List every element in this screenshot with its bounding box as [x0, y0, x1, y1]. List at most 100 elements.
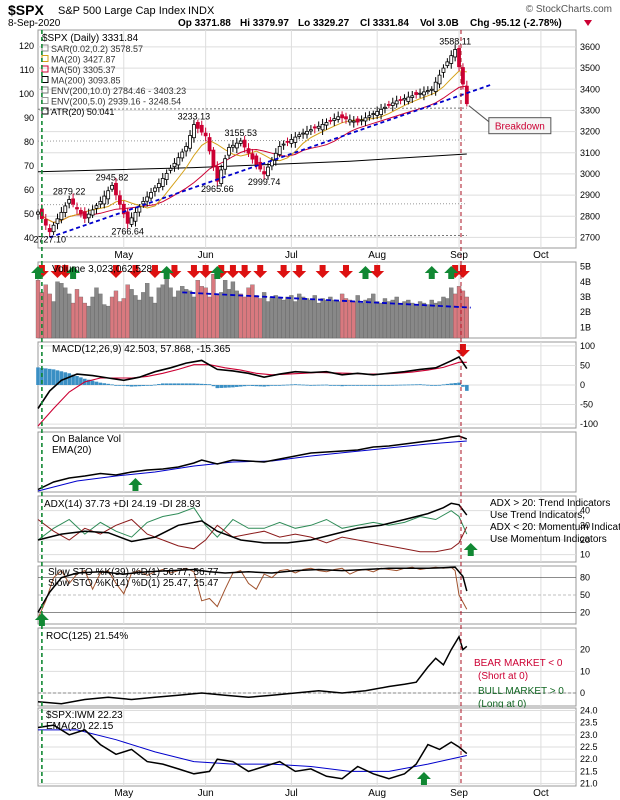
volume-bar	[137, 299, 142, 339]
macd-histogram-bar	[227, 385, 231, 388]
macd-histogram-bar	[289, 384, 294, 386]
macd-histogram-bar	[258, 385, 263, 387]
candle-body	[301, 132, 306, 135]
candle-body	[43, 219, 48, 226]
close-value: Cl 3331.84	[360, 18, 409, 29]
ratio-panel: 21.0 21.5 22.0 22.5 23.0 23.5 24.0 $SPX:IWM 22.…	[37, 705, 598, 789]
sell-signal-icon	[225, 265, 240, 278]
volume-bar	[242, 296, 247, 339]
macd-tick-label: 100	[580, 341, 595, 351]
month-label: Jul	[285, 788, 298, 799]
candle-body	[347, 119, 352, 123]
volume-bar	[35, 280, 41, 339]
roc-panel: 0 10 20 ROC(125) 21.54%	[37, 627, 590, 707]
sell-signal-icon	[338, 265, 353, 278]
candle-body	[308, 129, 313, 132]
macd-histogram-bar	[344, 385, 348, 386]
volume-trendline	[182, 291, 471, 309]
price-panel: 2700 2800 2900 3000 3100 3200 3300 3400 3500 3600…	[19, 29, 600, 249]
price-tick-label: 3100	[580, 148, 600, 158]
candle-body	[199, 124, 204, 133]
volume-bar	[90, 296, 95, 339]
macd-histogram-bar	[168, 383, 173, 385]
macd-histogram-bar	[387, 385, 391, 386]
macd-histogram-bar	[266, 385, 270, 387]
macd-histogram-bar	[309, 385, 313, 386]
volume-bar	[234, 290, 239, 339]
macd-histogram-bar	[351, 385, 356, 386]
volume-bar	[293, 301, 298, 339]
volume-bar	[254, 295, 259, 339]
sto14-line	[37, 566, 468, 619]
adx-panel: 10 20 30 40 ADX(14) 37.73 +DI 24.19 -DI 28.9…	[37, 495, 590, 563]
macd-histogram-bar	[250, 385, 255, 386]
macd-histogram-bar	[262, 385, 266, 387]
low-value: Lo 3329.27	[298, 18, 350, 29]
macd-histogram-bar	[457, 382, 461, 385]
macd-histogram-bar	[153, 384, 157, 386]
buy-signal-icon	[463, 543, 478, 556]
volume-bar	[297, 293, 302, 339]
volume-bar	[195, 280, 200, 339]
volume-bar	[312, 295, 317, 339]
candle-body	[351, 120, 356, 123]
candle-body	[422, 91, 426, 96]
candle-body	[441, 67, 446, 73]
sell-signal-icon	[108, 265, 123, 278]
macd-histogram-bar	[196, 383, 200, 385]
ratio-tick-label: 23.0	[580, 730, 598, 740]
bull-market-sub: (Long at 0)	[478, 699, 526, 710]
volume-bar	[238, 293, 243, 339]
macd-histogram-bar	[211, 385, 216, 387]
candle-body	[156, 183, 161, 189]
volume-bar	[390, 299, 395, 339]
macd-histogram-bar	[390, 384, 395, 386]
ratio-tick-label: 24.0	[580, 705, 598, 715]
volume-bar	[382, 298, 388, 339]
macd-histogram-bar	[297, 384, 302, 386]
sto-panel-frame	[37, 565, 577, 625]
candle-body	[270, 159, 274, 167]
macd-histogram-bar	[164, 383, 169, 385]
sell-signal-icon	[50, 265, 65, 278]
sto-tick-label: 50	[580, 590, 590, 600]
volume-bar	[359, 302, 364, 339]
price-annotation: 2727.10	[33, 235, 66, 245]
candle-body	[383, 106, 387, 109]
candle-body	[344, 116, 348, 120]
brand[interactable]: © StockCharts.com	[526, 4, 612, 15]
candle-body	[246, 148, 251, 154]
candle-body	[402, 97, 407, 101]
price-tick-label: 2700	[580, 232, 600, 242]
candle-body	[98, 201, 103, 205]
volume-bar	[109, 296, 115, 339]
candle-body	[464, 85, 469, 105]
candle-body	[394, 100, 399, 105]
candle-body	[145, 196, 150, 202]
volume-bar	[347, 299, 353, 339]
sell-signal-icon	[276, 265, 291, 278]
candle-body	[71, 198, 75, 205]
candle-body	[425, 90, 430, 93]
macd-tick-label: 0	[580, 380, 585, 390]
volume-bar	[250, 284, 255, 339]
volume-bar	[43, 284, 48, 339]
volume-bar	[316, 302, 321, 339]
macd-histogram-bar	[149, 385, 153, 386]
volume-bar	[219, 292, 224, 339]
price-annotation: 2999.74	[248, 177, 281, 187]
macd-histogram-bar	[316, 384, 321, 386]
obv-title: On Balance Vol	[52, 434, 121, 445]
candle-body	[457, 48, 461, 68]
atr-tick-label: 70	[24, 161, 34, 171]
macd-histogram-bar	[125, 385, 130, 387]
price-annotation: 3588.11	[439, 36, 471, 46]
volume-bar	[386, 301, 392, 339]
macd-histogram-bar	[160, 383, 165, 385]
price-annotation: 3155.53	[224, 128, 257, 138]
roc-tick-label: 0	[580, 688, 585, 698]
macd-histogram-bar	[118, 385, 122, 386]
sell-signal-icon	[292, 265, 307, 278]
adx-tick-label: 40	[580, 506, 590, 516]
candle-body	[449, 55, 454, 64]
